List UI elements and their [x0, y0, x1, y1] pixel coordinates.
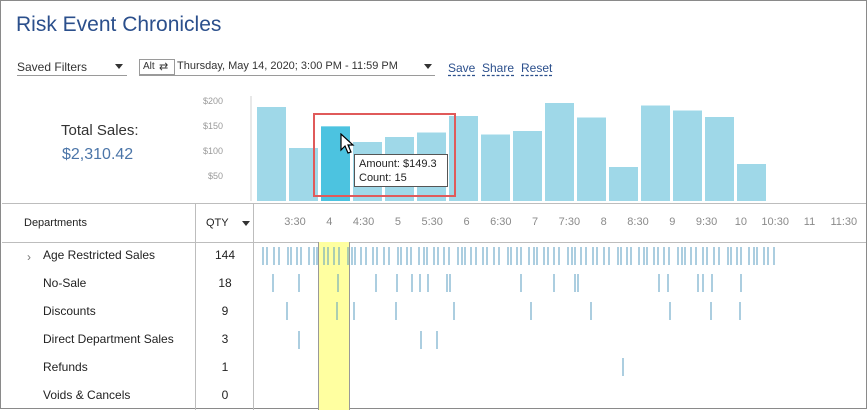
mouse-pointer-icon: [340, 133, 355, 154]
histogram-bar[interactable]: [609, 167, 638, 201]
histogram-bar[interactable]: [513, 131, 542, 201]
sort-desc-icon[interactable]: [242, 221, 250, 226]
time-tick-label: 10:30: [761, 216, 789, 228]
y-tick-label: $150: [203, 121, 223, 131]
time-tick-label: 6: [463, 216, 470, 228]
department-qty: 0: [221, 388, 229, 402]
column-divider: [195, 203, 196, 410]
chevron-down-icon: [424, 64, 432, 69]
histogram-bar[interactable]: [577, 117, 606, 202]
histogram-bar[interactable]: [705, 117, 734, 201]
reset-link[interactable]: Reset: [521, 61, 553, 75]
date-range-text: Thursday, May 14, 2020; 3:00 PM - 11:59 …: [177, 60, 398, 72]
histogram-bar[interactable]: [257, 107, 286, 201]
tooltip-count: Count: 15: [359, 172, 407, 184]
saved-filters-dropdown[interactable]: Saved Filters: [17, 59, 127, 76]
y-tick-label: $50: [208, 171, 223, 181]
time-tick-label: 6:30: [490, 216, 512, 228]
departments-header[interactable]: Departments: [24, 217, 87, 229]
page-title: Risk Event Chronicles: [16, 13, 222, 36]
alt-label: Alt: [143, 61, 155, 72]
saved-filters-label: Saved Filters: [17, 60, 88, 74]
time-tick-label: 11:30: [830, 216, 858, 228]
time-tick-label: 9:30: [695, 216, 718, 228]
time-tick-label: 8:30: [627, 216, 649, 228]
time-tick-label: 5: [394, 216, 401, 228]
chevron-down-icon: [115, 64, 123, 69]
department-qty: 1: [221, 360, 229, 374]
time-tick-label: 9: [669, 216, 676, 228]
save-link[interactable]: Save: [448, 61, 476, 75]
selected-time-band: [318, 242, 350, 410]
total-sales-label: Total Sales:: [61, 122, 139, 139]
share-link[interactable]: Share: [482, 61, 515, 75]
time-tick-label: 11: [803, 216, 816, 228]
department-qty: 9: [221, 304, 229, 318]
alt-toggle[interactable]: Alt ⇄: [139, 59, 175, 75]
qty-header[interactable]: QTY: [206, 217, 229, 229]
histogram-bar[interactable]: [545, 103, 574, 201]
department-name: Direct Department Sales: [43, 332, 174, 346]
bar-tooltip: Amount: $149.3 Count: 15: [354, 154, 448, 187]
swap-arrows-icon: ⇄: [159, 61, 169, 73]
time-tick-label: 7: [532, 216, 539, 228]
time-tick-label: 7:30: [558, 216, 581, 228]
department-qty: 144: [214, 248, 236, 262]
time-tick-label: 5:30: [421, 216, 443, 228]
time-tick-label: 8: [600, 216, 607, 228]
date-range-dropdown[interactable]: Alt ⇄ Thursday, May 14, 2020; 3:00 PM - …: [139, 59, 435, 76]
department-name: Voids & Cancels: [43, 388, 131, 402]
department-name: Refunds: [43, 360, 88, 374]
tooltip-amount: Amount: $149.3: [359, 158, 437, 170]
time-tick-label: 3:30: [284, 216, 306, 228]
total-sales-value: $2,310.42: [62, 146, 134, 163]
histogram-bar[interactable]: [673, 110, 702, 202]
time-tick-label: 4: [326, 216, 333, 228]
y-tick-label: $200: [203, 96, 223, 106]
department-qty: 18: [218, 276, 232, 290]
histogram-bar[interactable]: [737, 164, 766, 201]
expand-row-icon[interactable]: ›: [27, 250, 31, 264]
histogram-bar[interactable]: [449, 116, 478, 201]
time-tick-label: 10: [734, 216, 748, 228]
table-header: Departments QTY: [2, 203, 866, 243]
department-name: Discounts: [43, 304, 96, 318]
time-tick-label: 4:30: [352, 216, 375, 228]
y-tick-label: $100: [203, 146, 223, 156]
department-qty: 3: [221, 332, 229, 346]
histogram-bar[interactable]: [641, 105, 670, 202]
column-divider: [253, 203, 254, 410]
department-name: No-Sale: [43, 276, 87, 290]
histogram-bar[interactable]: [481, 134, 510, 202]
department-name: Age Restricted Sales: [43, 248, 156, 262]
